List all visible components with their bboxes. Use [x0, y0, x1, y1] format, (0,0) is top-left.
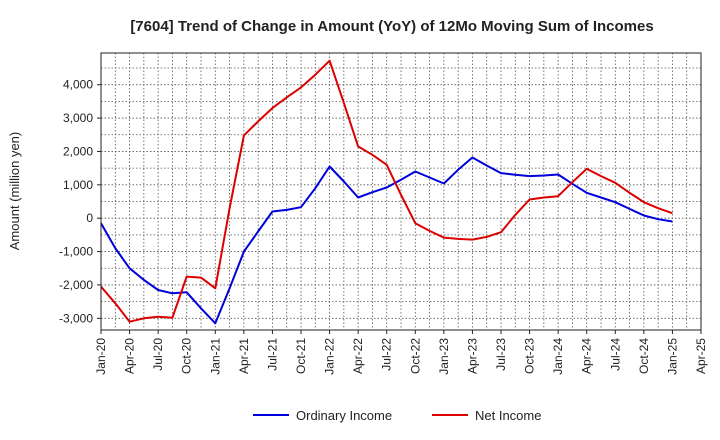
x-tick-label: Jan-24 — [551, 338, 565, 375]
y-tick-label: 4,000 — [63, 78, 93, 92]
series-lines — [100, 59, 673, 325]
y-tick-labels: -3,000 -2,000 -1,000 0 1,000 2,000 3,000 4,000 — [59, 78, 101, 325]
x-tick-label: Oct-20 — [180, 338, 194, 374]
chart-title: [7604] Trend of Change in Amount (YoY) o… — [130, 18, 653, 35]
x-tick-label: Jan-23 — [437, 338, 451, 375]
y-axis-label: Amount (million yen) — [7, 132, 22, 251]
x-tick-label: Jan-25 — [665, 338, 679, 375]
y-tick-label: 2,000 — [63, 144, 93, 158]
x-tick-label: Oct-24 — [637, 338, 651, 374]
y-tick-label: 0 — [86, 211, 93, 225]
y-tick-label: 1,000 — [63, 178, 93, 192]
x-tick-label: Apr-21 — [237, 338, 251, 374]
x-tick-label: Jan-21 — [208, 338, 222, 375]
y-tick-label: -2,000 — [59, 278, 93, 292]
y-tick-label: -3,000 — [59, 311, 93, 325]
x-tick-label: Jan-22 — [323, 338, 337, 375]
y-tick-label: 3,000 — [63, 111, 93, 125]
x-tick-label: Apr-20 — [123, 338, 137, 374]
x-tick-label: Oct-22 — [408, 338, 422, 374]
x-tick-labels: Jan-20 Apr-20 Jul-20 Oct-20 Jan-21 Apr-21 Jul-… — [94, 330, 708, 375]
legend-label-net-income: Net Income — [475, 408, 541, 423]
x-tick-label: Jul-20 — [151, 338, 165, 371]
x-tick-label: Apr-25 — [694, 338, 708, 374]
x-tick-label: Apr-22 — [351, 338, 365, 374]
x-tick-label: Apr-24 — [580, 338, 594, 374]
x-tick-label: Jul-21 — [265, 338, 279, 371]
series-line-ordinary-income — [100, 156, 673, 325]
x-tick-label: Oct-21 — [294, 338, 308, 374]
x-tick-label: Oct-23 — [523, 338, 537, 374]
series-line-net-income — [100, 59, 673, 323]
plot-frame — [100, 52, 702, 331]
x-tick-label: Jul-22 — [380, 338, 394, 371]
y-tick-label: -1,000 — [59, 245, 93, 259]
x-tick-label: Jul-24 — [608, 338, 622, 371]
x-tick-label: Jul-23 — [494, 338, 508, 371]
x-tick-label: Jan-20 — [94, 338, 108, 375]
legend-label-ordinary-income: Ordinary Income — [296, 408, 392, 423]
grid-lines — [101, 53, 701, 330]
legend: Ordinary Income Net Income — [253, 408, 541, 423]
x-tick-label: Apr-23 — [465, 338, 479, 374]
